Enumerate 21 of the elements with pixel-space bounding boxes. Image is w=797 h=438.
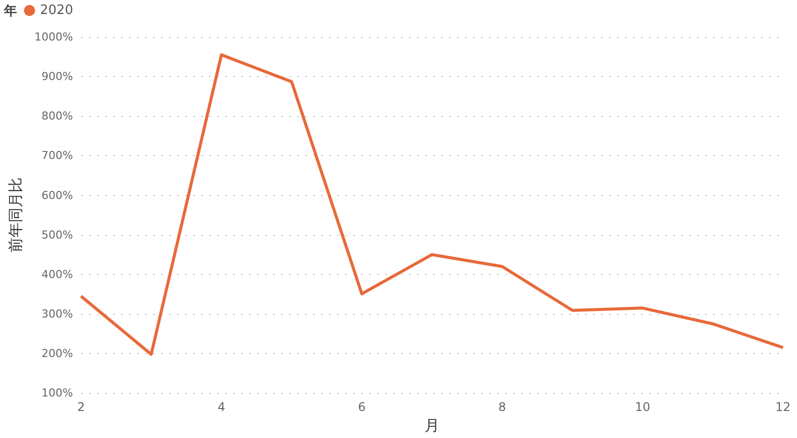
legend-title: 年	[3, 4, 17, 19]
x-tick-label: 10	[634, 400, 650, 414]
legend-label: 2020	[40, 3, 74, 18]
y-tick-label: 100%	[42, 386, 73, 400]
y-tick-label: 200%	[42, 347, 73, 360]
y-tick-label: 500%	[42, 228, 73, 242]
x-tick-label: 2	[77, 400, 85, 414]
x-tick-label: 6	[358, 400, 366, 414]
y-tick-label: 600%	[42, 188, 73, 202]
x-tick-label: 4	[218, 400, 226, 414]
y-tick-label: 400%	[42, 268, 73, 281]
y-axis-title: 前年同月比	[6, 178, 24, 253]
x-tick-label: 12	[775, 400, 791, 414]
y-tick-label: 700%	[42, 149, 73, 162]
y-tick-label: 300%	[42, 307, 73, 320]
x-tick-label: 8	[498, 400, 506, 414]
line-series	[80, 53, 784, 356]
y-tick-label: 1000%	[34, 30, 73, 44]
y-tick-label: 900%	[42, 70, 73, 84]
x-axis-title: 月	[424, 416, 440, 434]
y-tick-label: 800%	[42, 110, 73, 123]
